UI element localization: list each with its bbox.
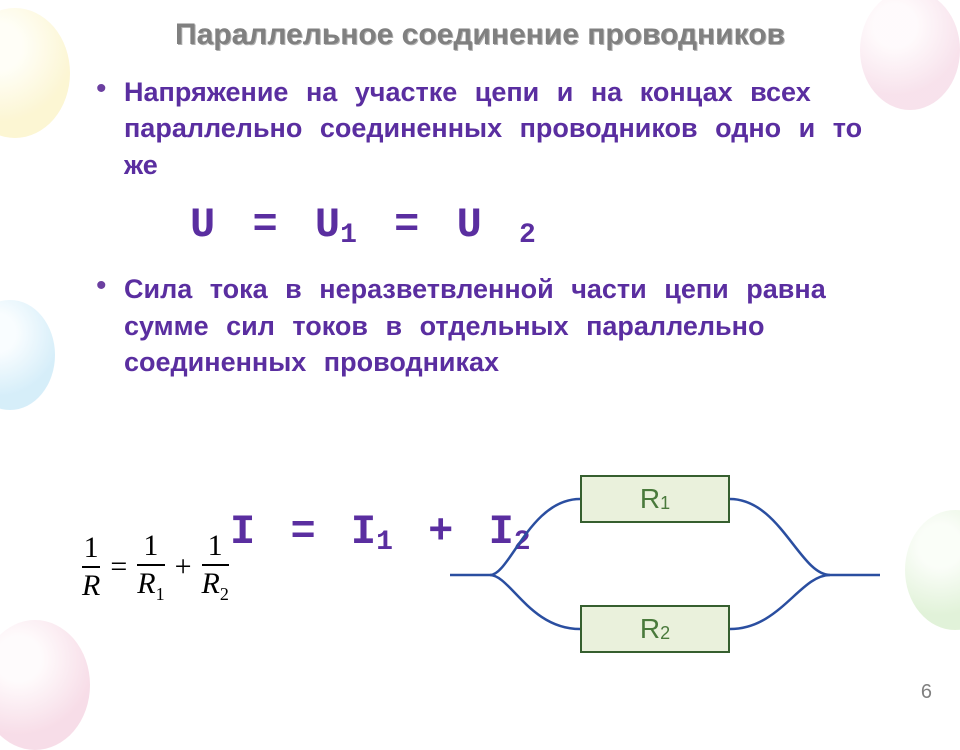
frac-1-over-r: 1 R — [82, 532, 100, 601]
eq-i: I — [230, 508, 255, 556]
frac-1-over-r1: 1 R1 — [137, 530, 164, 603]
voltage-equation: U = U1 = U 2 — [190, 201, 880, 249]
resistor-r1: R1 — [580, 475, 730, 523]
eq-equals: = — [394, 201, 419, 249]
eq-plus: + — [175, 550, 192, 584]
eq-equals: = — [252, 201, 277, 249]
slide-title: Параллельное соединение проводников — [80, 18, 880, 52]
bullet-voltage: Напряжение на участке цепи и на концах в… — [90, 74, 880, 183]
bullet-current: Сила тока в неразветвленной части цепи р… — [90, 271, 880, 380]
eq-equals: = — [290, 508, 315, 556]
eq-u: U — [190, 201, 215, 249]
bullet-current-text: Сила тока в неразветвленной части цепи р… — [124, 271, 880, 380]
eq-u2: U 2 — [457, 201, 536, 249]
resistor-r2: R2 — [580, 605, 730, 653]
eq-u1: U1 — [315, 201, 357, 249]
parallel-circuit-diagram: R1 R2 — [450, 475, 890, 675]
slide: Параллельное соединение проводников Напр… — [0, 0, 960, 720]
bullet-voltage-text: Напряжение на участке цепи и на концах в… — [124, 74, 880, 183]
frac-1-over-r2: 1 R2 — [202, 530, 229, 603]
resistance-equation: 1 R = 1 R1 + 1 R2 — [82, 530, 229, 603]
page-number: 6 — [921, 681, 932, 704]
eq-i1: I1 — [351, 508, 393, 556]
eq-equals: = — [110, 550, 127, 584]
